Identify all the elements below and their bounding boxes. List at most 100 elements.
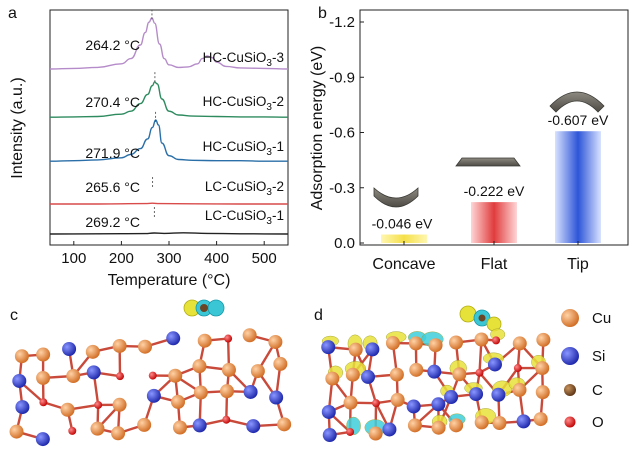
bar-value-label: -0.222 eV — [464, 183, 525, 199]
si-atom — [361, 369, 376, 384]
si-atom — [365, 342, 380, 357]
cu-atom — [474, 415, 489, 430]
si-atom — [322, 428, 337, 443]
si-atom — [86, 365, 101, 380]
si-atom — [192, 418, 207, 433]
curve-label: HC-CuSiO3-3 — [203, 50, 284, 69]
y-tick-label: -0.6 — [329, 125, 355, 142]
cu-atom — [428, 338, 443, 353]
panel-d-charge-density — [321, 305, 551, 443]
peak-temp-label: 271.9 °C — [85, 145, 140, 161]
peak-temp-label: 264.2 °C — [85, 37, 140, 53]
cu-atom — [60, 402, 75, 417]
cu-atom — [389, 367, 404, 382]
cu-atom — [221, 362, 236, 377]
cu-atom — [390, 392, 405, 407]
x-tick-label: 500 — [252, 250, 277, 267]
si-atom — [246, 419, 261, 434]
cu-atom — [66, 369, 81, 384]
cu-atom — [112, 338, 127, 353]
atom-legend: Cu Si C O — [561, 309, 611, 431]
o-atom — [513, 364, 522, 373]
si-atom — [516, 414, 531, 429]
curve-label: HC-CuSiO3-2 — [203, 94, 284, 113]
bar-tip — [555, 131, 601, 243]
cu-atom — [192, 359, 207, 374]
cu-atom — [219, 384, 234, 399]
cu-atom — [277, 417, 292, 432]
cu-atom — [193, 385, 208, 400]
si-atom — [469, 387, 484, 402]
co2-molecule-d — [459, 305, 502, 332]
cu-atom — [171, 394, 186, 409]
panel-d-lattice — [321, 328, 551, 443]
cu-atom — [137, 417, 152, 432]
si-atom-legend-icon — [561, 347, 579, 365]
cu-atom — [36, 347, 51, 362]
cu-atom-legend-icon — [561, 309, 579, 327]
cu-atom — [325, 371, 340, 386]
o-atom — [346, 427, 355, 436]
cu-atom — [535, 361, 550, 376]
cu-atom — [138, 339, 153, 354]
y-tick-label: -1.2 — [329, 14, 355, 31]
x-tick-label: 200 — [109, 250, 134, 267]
curve-label: LC-CuSiO3-1 — [205, 208, 284, 227]
curve-hc-cusio3-3 — [49, 17, 289, 70]
bar-value-label: -0.607 eV — [548, 112, 609, 128]
panel-c-lattice — [9, 328, 292, 447]
cu-atom — [492, 415, 507, 430]
panel-c-letter: c — [10, 307, 18, 324]
bar-concave — [381, 234, 427, 243]
o-atom — [475, 368, 484, 377]
si-atom — [15, 400, 30, 415]
si-atom — [35, 432, 50, 447]
o-atom — [116, 372, 125, 381]
x-category-label: Concave — [372, 256, 435, 273]
curve-lc-cusio3-1 — [49, 232, 289, 235]
cu-atom — [512, 336, 527, 351]
x-tick-label: 300 — [156, 250, 181, 267]
x-category-label: Tip — [567, 256, 589, 273]
cu-atom — [474, 332, 489, 347]
panel-a-chart: 264.2 °C HC-CuSiO3-3 270.4 °C HC-CuSiO3-2 27… — [9, 9, 289, 289]
curve-label: LC-CuSiO3-2 — [205, 179, 284, 198]
peak-temp-label: 269.2 °C — [85, 214, 140, 230]
cu-atom — [431, 420, 446, 435]
cu-atom — [535, 385, 550, 400]
y-tick-label: 0.0 — [334, 235, 355, 252]
o-atom — [224, 334, 233, 343]
o-atom — [94, 400, 103, 409]
cu-atom — [36, 370, 51, 385]
y-tick-label: -0.3 — [329, 180, 355, 197]
si-atom — [406, 399, 421, 414]
panel-a-letter: a — [8, 5, 17, 22]
cu-atom — [536, 332, 551, 347]
cu-atom — [533, 412, 548, 427]
cu-atom — [112, 397, 127, 412]
cu-atom — [90, 421, 105, 436]
panel-c-structure-model — [9, 299, 292, 447]
panel-b-letter: b — [318, 5, 327, 22]
cu-atom — [408, 336, 423, 351]
panel-b-chart: -1.2-0.9-0.6-0.30.0 -0.046 eV-0.222 eV-0… — [309, 9, 629, 273]
cu-atom — [407, 418, 422, 433]
bar-value-label: -0.046 eV — [372, 216, 433, 232]
curve-hc-cusio3-2 — [49, 81, 289, 118]
x-category-label: Flat — [481, 256, 508, 273]
cu-atom — [168, 368, 183, 383]
x-tick-label: 400 — [204, 250, 229, 267]
si-atom — [431, 397, 446, 412]
o-atom — [68, 426, 77, 435]
cu-atom — [242, 328, 257, 343]
cu-atom — [368, 426, 383, 441]
legend-label-si: Si — [592, 348, 605, 365]
si-atom — [166, 331, 181, 346]
cu-atom — [452, 367, 467, 382]
c-atom-legend-icon — [564, 384, 576, 396]
si-atom — [146, 388, 161, 403]
peak-temp-label: 270.4 °C — [85, 94, 140, 110]
flat-surface-illustration — [455, 157, 521, 167]
panel-d-letter: d — [314, 307, 323, 324]
